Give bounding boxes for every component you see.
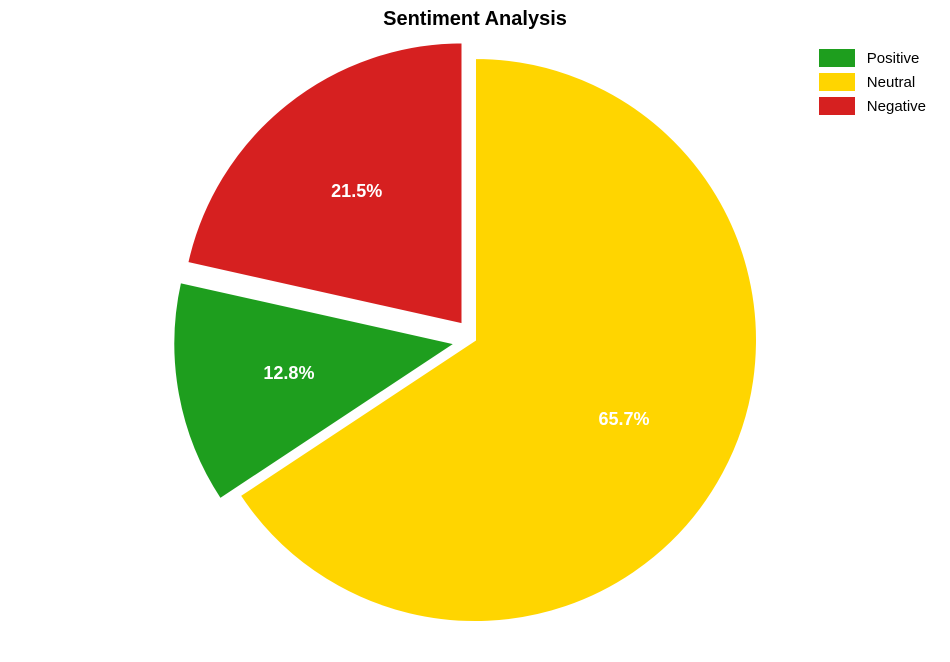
pie-slice-label-positive: 12.8% [263,363,314,383]
pie-svg: 65.7% 12.8% 21.5% [0,0,950,662]
legend-label: Negative [867,98,926,115]
legend-label: Neutral [867,74,915,91]
pie-slice-label-neutral: 65.7% [599,409,650,429]
legend: Positive Neutral Negative [819,46,926,118]
sentiment-pie-chart: Sentiment Analysis 65.7%12.8%21.5% Posit… [0,0,950,662]
legend-item-positive: Positive [819,46,926,70]
legend-swatch [819,97,855,115]
pie-slice-label-negative: 21.5% [331,181,382,201]
legend-swatch [819,73,855,91]
legend-item-neutral: Neutral [819,70,926,94]
legend-item-negative: Negative [819,94,926,118]
legend-swatch [819,49,855,67]
legend-label: Positive [867,50,920,67]
pie-slice-negative [187,42,462,324]
